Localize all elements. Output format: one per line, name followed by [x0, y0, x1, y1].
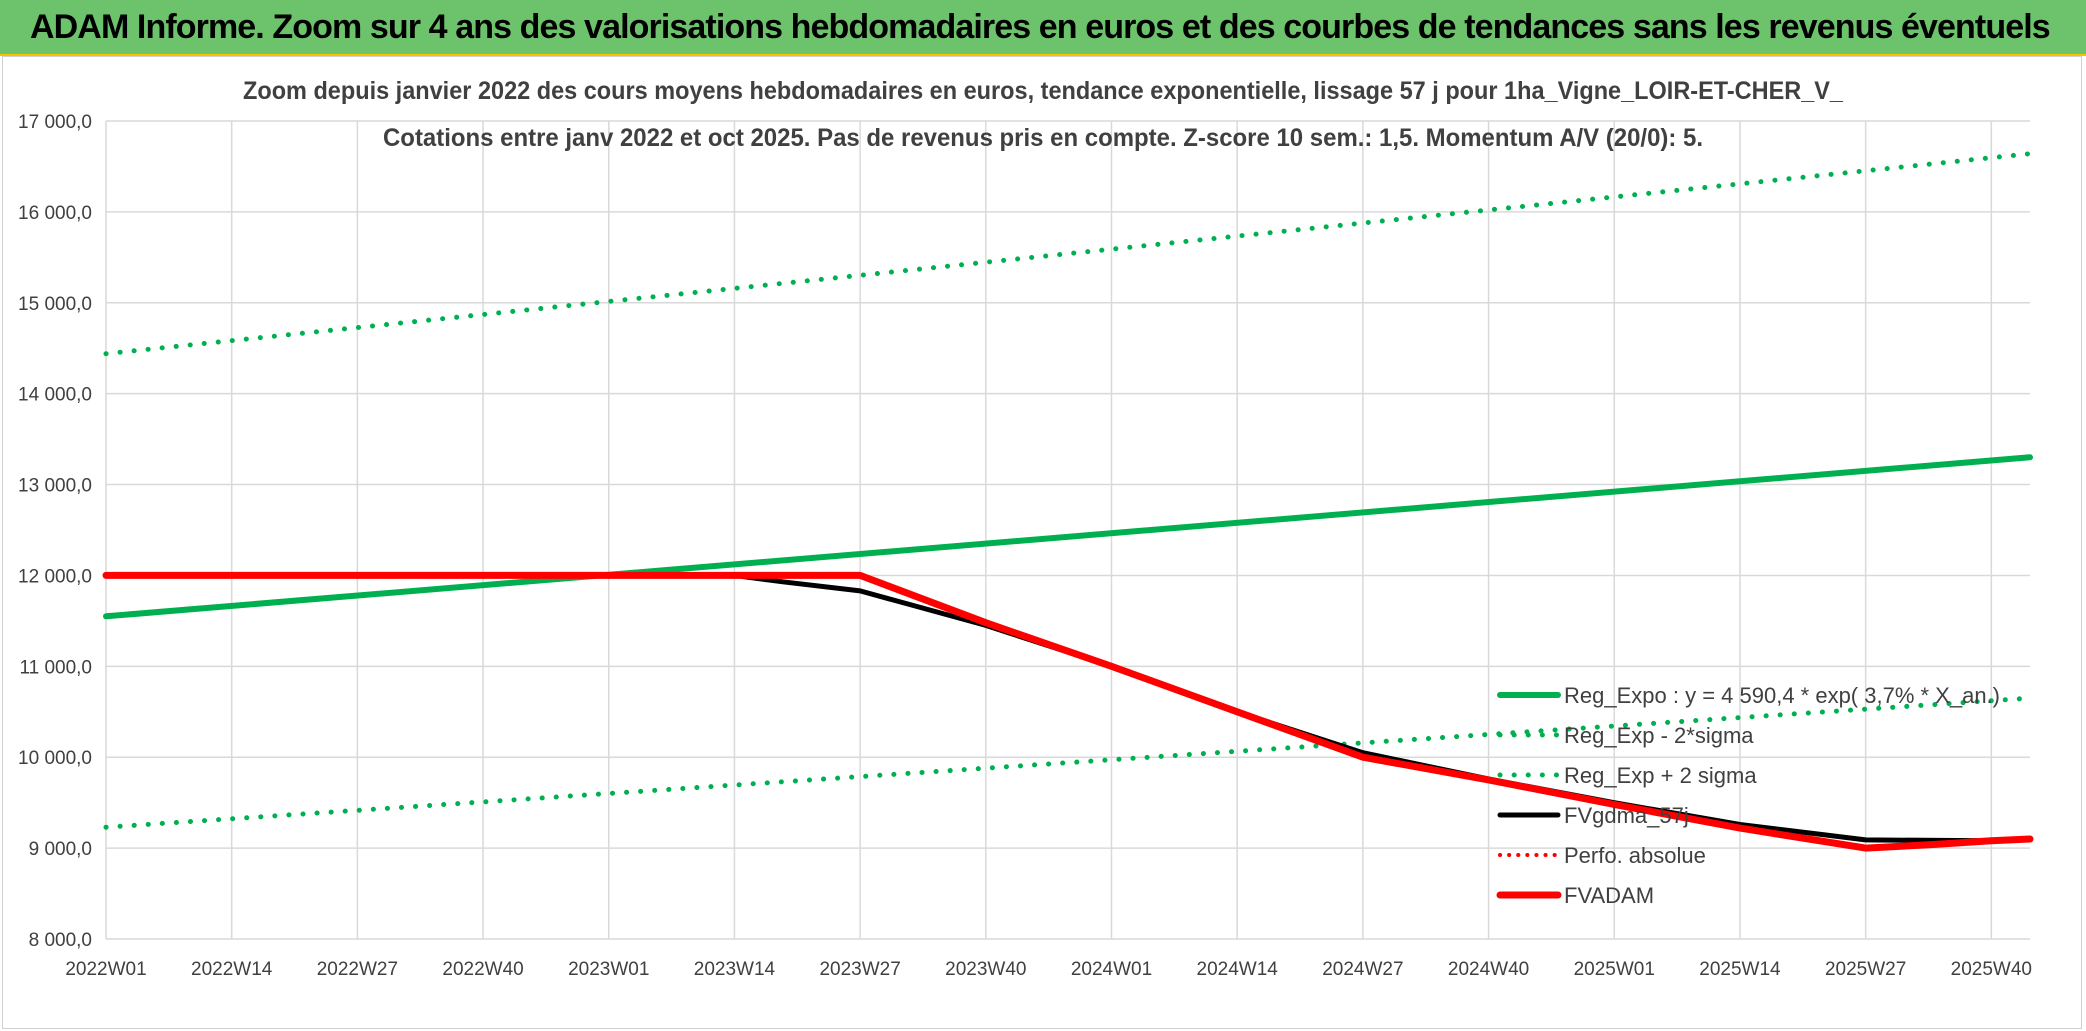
x-tick-label: 2022W01	[65, 959, 146, 980]
y-tick-label: 17 000,0	[18, 112, 92, 133]
y-tick-label: 11 000,0	[19, 657, 92, 678]
legend-label: FVgdma_57j	[1564, 803, 1689, 828]
axis-labels: 8 000,0 9 000,0 10 000,0 11 000,0 12 000,0 13…	[18, 112, 2032, 980]
chart-subtitle: Cotations entre janv 2022 et oct 2025. P…	[383, 124, 1703, 152]
x-tick-label: 2023W01	[568, 959, 649, 980]
chart-title: Zoom depuis janvier 2022 des cours moyen…	[243, 77, 1844, 105]
x-tick-label: 2025W01	[1574, 959, 1655, 980]
chart-frame: 8 000,0 9 000,0 10 000,0 11 000,0 12 000,0 13…	[2, 56, 2082, 1029]
legend-label: Perfo. absolue	[1564, 843, 1706, 868]
y-tick-label: 15 000,0	[18, 294, 92, 315]
y-tick-label: 13 000,0	[18, 476, 92, 497]
x-tick-label: 2022W40	[442, 959, 523, 980]
legend-label: Reg_Expo : y = 4 590,4 * exp( 3,7% * X_a…	[1564, 683, 2000, 708]
x-tick-label: 2023W40	[945, 959, 1026, 980]
chart-legend: Reg_Expo : y = 4 590,4 * exp( 3,7% * X_a…	[1496, 683, 2000, 908]
x-tick-label: 2022W14	[191, 959, 273, 980]
legend-label: Reg_Exp - 2*sigma	[1564, 723, 1754, 748]
y-tick-label: 10 000,0	[18, 748, 92, 769]
x-tick-label: 2024W01	[1071, 959, 1152, 980]
report-header-banner: ADAM Informe. Zoom sur 4 ans des valoris…	[0, 0, 2086, 56]
gridlines	[105, 120, 2030, 940]
x-tick-label: 2025W27	[1825, 959, 1906, 980]
x-tick-label: 2022W27	[317, 959, 398, 980]
report-title: ADAM Informe. Zoom sur 4 ans des valoris…	[30, 8, 2051, 46]
x-tick-label: 2023W27	[819, 959, 900, 980]
y-tick-label: 16 000,0	[18, 203, 92, 224]
x-tick-label: 2025W14	[1699, 959, 1781, 980]
y-tick-label: 8 000,0	[29, 930, 92, 951]
legend-label: FVADAM	[1564, 883, 1654, 908]
y-tick-label: 9 000,0	[29, 839, 92, 860]
line-chart: 8 000,0 9 000,0 10 000,0 11 000,0 12 000,0 13…	[18, 77, 2034, 980]
data-series	[102, 151, 2034, 852]
legend-label: Reg_Exp + 2 sigma	[1564, 763, 1757, 788]
x-tick-label: 2024W40	[1448, 959, 1529, 980]
x-tick-label: 2025W40	[1951, 959, 2032, 980]
series-line-reg-expo-y-4-590-4-exp-3-7-x-an	[103, 454, 2033, 620]
chart-titles: Zoom depuis janvier 2022 des cours moyen…	[243, 77, 1844, 152]
series-line-reg-exp-2-sigma	[103, 695, 2033, 830]
series-line-reg-exp-2-sigma	[103, 151, 2033, 357]
x-tick-label: 2023W14	[694, 959, 776, 980]
y-tick-label: 12 000,0	[18, 566, 92, 587]
x-tick-label: 2024W14	[1197, 959, 1279, 980]
y-tick-label: 14 000,0	[18, 385, 92, 406]
series-line-fvgdma-57j	[103, 572, 2033, 844]
series-line-fvadam	[102, 571, 2034, 852]
x-tick-label: 2024W27	[1322, 959, 1403, 980]
